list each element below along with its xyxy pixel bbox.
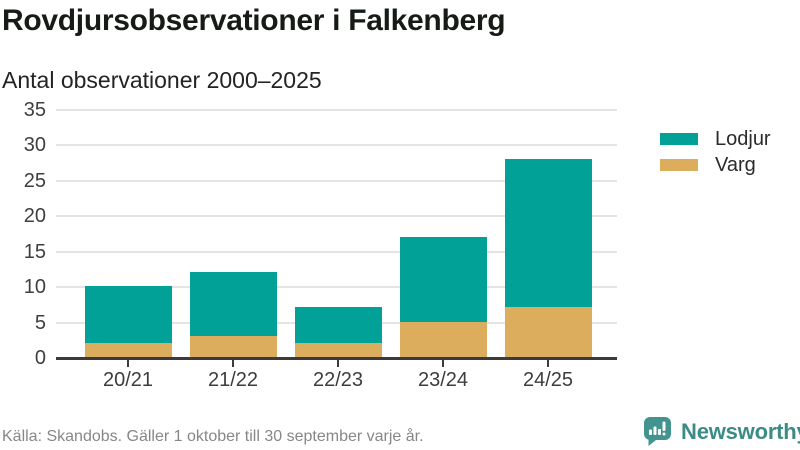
newsworthy-bubble-icon xyxy=(644,417,671,446)
legend-swatch-varg xyxy=(660,159,698,171)
gridline-30 xyxy=(56,144,617,147)
legend-swatch-lodjur xyxy=(660,133,698,145)
brand-name: Newsworthy xyxy=(681,419,800,444)
source-note: Källa: Skandobs. Gäller 1 oktober till 3… xyxy=(2,428,424,445)
bar-segment-lodjur-24/25 xyxy=(504,158,592,308)
gridline-15 xyxy=(56,250,617,253)
y-tick-label: 5 xyxy=(34,311,46,334)
x-tick-label: 23/24 xyxy=(417,369,469,391)
gridline-25 xyxy=(56,179,617,182)
y-tick-label: 30 xyxy=(23,134,46,157)
bar-segment-lodjur-21/22 xyxy=(189,271,277,336)
x-tick xyxy=(547,360,549,367)
bar-segment-varg-23/24 xyxy=(399,321,487,357)
y-tick-label: 25 xyxy=(23,169,46,192)
bar-segment-lodjur-20/21 xyxy=(84,286,172,343)
y-tick-label: 10 xyxy=(23,276,46,299)
y-tick-label: 15 xyxy=(23,240,46,263)
bar-segment-varg-24/25 xyxy=(504,307,592,357)
x-tick-label: 21/22 xyxy=(207,369,259,391)
chart-title: Rovdjursobservationer i Falkenberg xyxy=(2,4,506,37)
bar-segment-varg-20/21 xyxy=(84,342,172,357)
bar-segment-lodjur-22/23 xyxy=(294,307,382,343)
x-tick-label: 24/25 xyxy=(522,369,574,391)
gridline-35 xyxy=(56,109,617,111)
bar-segment-varg-21/22 xyxy=(189,335,277,357)
legend-label-varg: Varg xyxy=(715,153,756,176)
legend-label-lodjur: Lodjur xyxy=(715,127,771,150)
x-tick xyxy=(232,360,234,367)
x-axis-line xyxy=(56,357,617,360)
gridline-20 xyxy=(56,215,617,218)
y-tick-label: 35 xyxy=(23,99,46,121)
chart-subtitle: Antal observationer 2000–2025 xyxy=(2,67,322,93)
gridline-10 xyxy=(56,286,617,289)
x-tick-label: 22/23 xyxy=(312,369,364,391)
x-tick-label: 20/21 xyxy=(102,369,154,391)
y-tick-label: 20 xyxy=(23,205,46,228)
x-tick xyxy=(442,360,444,367)
x-tick xyxy=(127,360,129,367)
x-tick xyxy=(337,360,339,367)
y-tick-label: 0 xyxy=(34,347,46,369)
bar-segment-varg-22/23 xyxy=(294,342,382,357)
bar-segment-lodjur-23/24 xyxy=(399,236,487,322)
brand-logo: Newsworthy xyxy=(644,417,800,448)
